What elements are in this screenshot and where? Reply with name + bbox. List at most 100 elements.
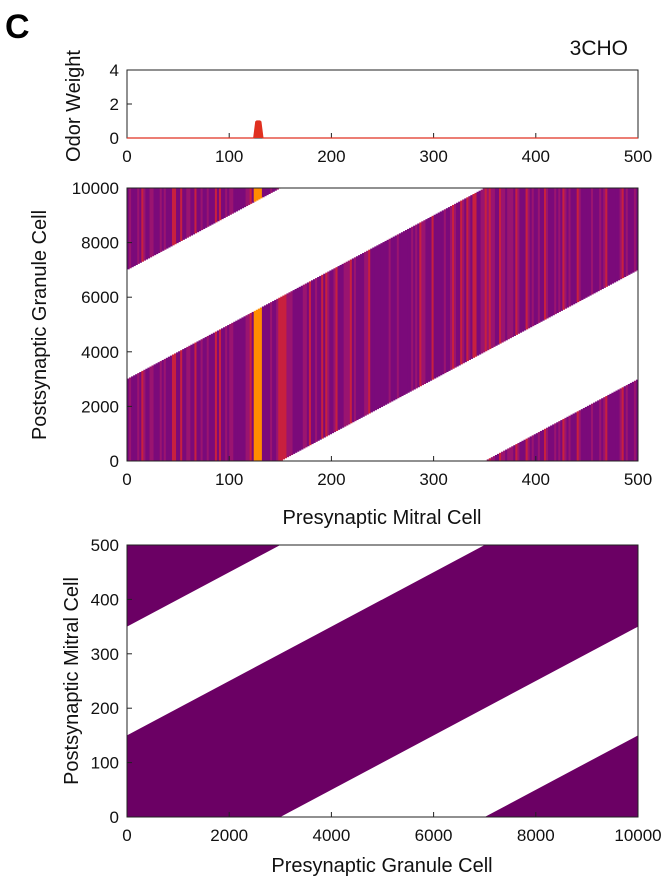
mitral-granule-cell-strip [210,188,214,225]
mitral-granule-cell-strip [227,325,230,461]
mitral-granule-cell-strip [163,358,167,461]
mitral-granule-cell-strip [223,327,226,461]
mitral-granule-cell-strip [261,306,265,461]
mitral-granule-cell-strip [237,319,241,461]
mitral-granule-cell-strip [239,188,243,210]
mitral-granule-cell-strip [202,338,206,461]
mitral-granule-cell-strip [161,359,165,461]
mitral-granule-cell-strip [265,304,269,461]
mitral-granule-cell-strip [190,188,194,236]
mitral-granule-cell-strip [364,251,367,416]
mitral-granule-cell-strip [546,188,549,319]
mitral-granule-cell-strip [578,188,582,302]
mitral-granule-cell-strip [192,343,196,461]
mitral-granule-cell-strip [227,188,230,216]
mitral-granule-cell-strip [265,188,269,196]
mitral-granule-cell-strip [255,188,259,201]
mitral-granule-cell-strip [513,445,516,461]
mitral-granule-cell-strip [192,188,196,235]
mitral-granule-cell-strip [200,339,204,461]
granule-mitral-ytick-label: 300 [91,645,119,664]
mitral-granule-cell-strip [515,444,519,461]
mitral-granule-cell-strip [543,428,547,461]
mitral-granule-cell-strip [558,421,561,461]
mitral-granule-cell-strip [507,188,510,340]
mitral-granule-cell-strip [245,188,249,207]
mitral-granule-cell-strip [253,188,257,202]
odor-weight-xtick-label: 100 [215,147,243,166]
mitral-granule-cell-strip [582,408,586,461]
mitral-granule-cell-strip [486,459,490,461]
mitral-granule-cell-strip [257,188,261,200]
mitral-granule-cell-strip [129,188,132,269]
mitral-granule-cell-strip [499,188,502,344]
mitral-granule-cell-strip [451,204,455,369]
mitral-granule-cell-strip [568,188,572,307]
mitral-granule-ytick-label: 4000 [81,343,119,362]
mitral-granule-cell-strip [374,246,377,411]
mitral-granule-cell-strip [216,330,220,461]
mitral-granule-cell-strip [578,410,582,461]
mitral-granule-cell-strip [184,347,187,461]
mitral-granule-cell-strip [486,188,490,351]
mitral-granule-cell-strip [315,278,318,442]
mitral-granule-cell-strip [601,398,604,461]
mitral-granule-cell-strip [388,238,392,403]
mitral-granule-cell-strip [180,188,183,241]
mitral-granule-cell-strip [131,376,134,461]
mitral-granule-cell-strip [609,393,613,461]
granule-mitral-ytick-label: 500 [91,536,119,555]
mitral-granule-cell-strip [143,369,146,461]
mitral-granule-cell-strip [419,222,422,387]
mitral-granule-cell-strip [255,309,259,461]
mitral-granule-cell-strip [488,188,492,350]
mitral-granule-cell-strip [597,400,600,461]
mitral-granule-cell-strip [421,221,424,386]
mitral-granule-cell-strip [186,346,189,461]
mitral-granule-cell-strip [306,282,310,447]
mitral-granule-cell-strip [171,188,175,246]
mitral-granule-cell-strip [605,396,608,461]
mitral-granule-cell-strip [605,188,608,287]
mitral-granule-cell-strip [521,188,525,332]
mitral-granule-cell-strip [178,188,181,243]
mitral-granule-cell-strip [157,362,161,461]
mitral-granule-cell-strip [198,340,202,461]
mitral-granule-xtick-label: 300 [419,470,447,489]
mitral-granule-cell-strip [341,263,345,428]
mitral-granule-cell-strip [590,188,594,295]
mitral-granule-cell-strip [447,207,451,371]
mitral-granule-cell-strip [584,188,588,298]
mitral-granule-cell-strip [396,234,400,399]
mitral-granule-cell-strip [576,188,580,303]
mitral-granule-cell-strip [190,344,194,461]
mitral-granule-cell-strip [194,188,198,234]
mitral-granule-cell-strip [509,447,512,461]
granule-mitral-ylabel: Postsynaptic Mitral Cell [61,577,83,785]
mitral-granule-cell-strip [586,405,590,461]
mitral-granule-cell-strip [588,188,592,296]
mitral-granule-cell-strip [611,392,615,461]
mitral-granule-cell-strip [603,188,606,288]
mitral-granule-cell-strip [531,435,535,461]
mitral-granule-cell-strip [339,264,343,429]
mitral-granule-cell-strip [204,337,208,461]
mitral-granule-cell-strip [127,188,130,270]
mitral-granule-cell-strip [337,266,341,430]
mitral-granule-cell-strip [186,188,189,238]
mitral-granule-cell-strip [319,275,322,440]
mitral-granule-cell-strip [298,286,302,451]
granule-mitral-xtick-label: 4000 [312,826,350,845]
mitral-granule-cell-strip [631,381,635,461]
mitral-granule-cell-strip [147,367,151,461]
mitral-granule-cell-strip [378,244,382,409]
mitral-granule-cell-strip [151,188,155,257]
mitral-granule-cell-strip [400,232,404,397]
mitral-granule-cell-strip [513,188,516,336]
mitral-granule-cell-strip [261,188,265,198]
mitral-granule-cell-strip [182,349,185,461]
mitral-granule-cell-strip [574,188,578,304]
mitral-granule-cell-strip [157,188,161,253]
mitral-granule-cell-strip [611,188,615,284]
